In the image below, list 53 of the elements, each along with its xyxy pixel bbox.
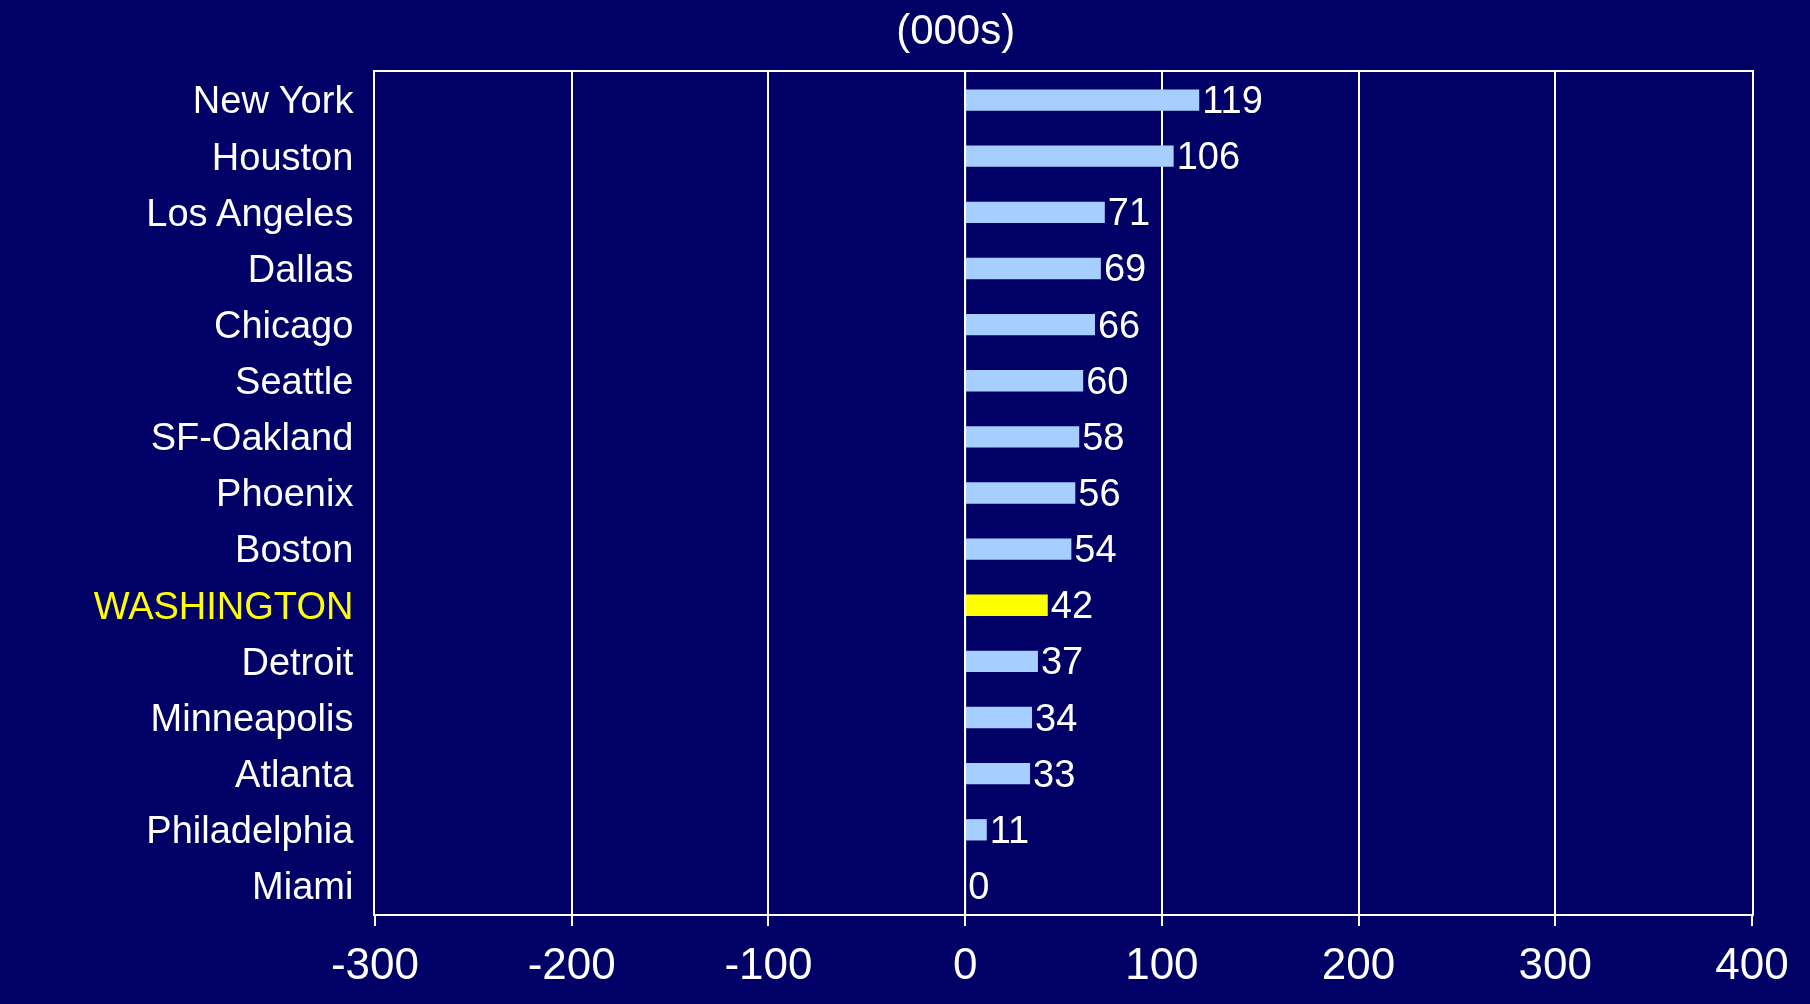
y-tick-label: Dallas (247, 247, 354, 290)
x-tick-label: 0 (952, 938, 978, 988)
x-tick-label: 100 (1125, 938, 1199, 988)
data-label: 69 (1103, 247, 1147, 290)
data-label: 34 (1035, 696, 1078, 739)
y-tick-label: Detroit (241, 640, 354, 683)
bar (965, 482, 1076, 504)
data-label: 71 (1107, 191, 1151, 234)
data-label: 66 (1097, 303, 1141, 346)
chart-title: (000s) (896, 6, 1016, 54)
x-tick-label: -100 (724, 938, 813, 988)
y-tick-label: SF-Oakland (150, 416, 354, 459)
bar (965, 594, 1048, 616)
y-tick-label: Minneapolis (150, 696, 354, 739)
data-label: 119 (1202, 79, 1263, 122)
bar (965, 426, 1080, 448)
bar (965, 313, 1095, 336)
y-tick-label: Houston (211, 135, 354, 178)
data-label: 0 (968, 864, 990, 907)
y-tick-label: Phoenix (216, 472, 354, 515)
bar (965, 763, 1031, 785)
x-tick-label: 200 (1321, 938, 1396, 988)
y-tick-label: Los Angeles (146, 191, 354, 234)
x-tick-label: -200 (527, 938, 616, 988)
data-label: 37 (1040, 640, 1084, 683)
data-label: 60 (1086, 359, 1129, 402)
x-tick-label: 300 (1518, 938, 1592, 988)
x-tick-label: 400 (1715, 938, 1789, 988)
data-label: 58 (1082, 415, 1125, 458)
y-tick-label: WASHINGTON (93, 584, 354, 627)
data-label: 54 (1074, 528, 1117, 571)
data-label: 33 (1033, 752, 1076, 795)
bar (965, 257, 1101, 280)
y-tick-label: Chicago (213, 303, 354, 346)
bar (965, 706, 1033, 729)
y-tick-label: Atlanta (235, 752, 355, 795)
data-label: 42 (1050, 584, 1094, 627)
bar (965, 370, 1084, 392)
bar (965, 538, 1072, 560)
y-tick-label: Seattle (235, 360, 354, 403)
y-tick-label: Philadelphia (146, 809, 355, 852)
x-tick-label: -300 (330, 938, 420, 988)
y-tick-label: Miami (252, 865, 354, 908)
data-label: 11 (989, 808, 1030, 851)
data-label: 56 (1078, 472, 1121, 514)
y-tick-label: New York (192, 79, 355, 122)
y-tick-label: Boston (235, 528, 354, 571)
bar (965, 650, 1038, 673)
bar (965, 145, 1174, 167)
bar (965, 201, 1105, 223)
bar (965, 819, 987, 841)
data-label: 106 (1176, 135, 1241, 178)
bar (965, 89, 1200, 111)
